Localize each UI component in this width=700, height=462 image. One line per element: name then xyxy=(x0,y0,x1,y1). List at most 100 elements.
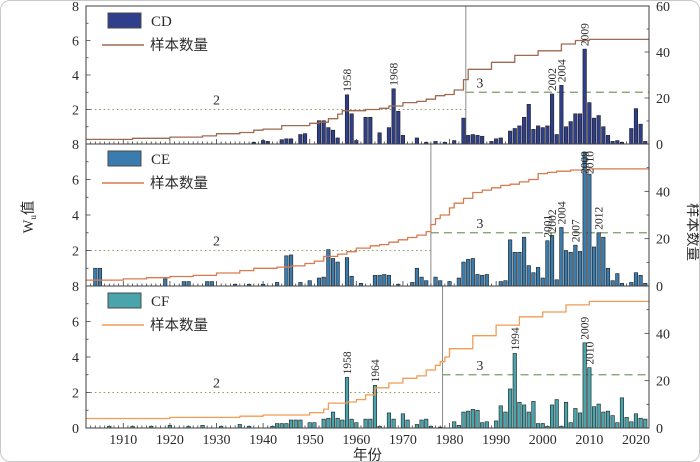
bar-CD-1996 xyxy=(522,116,527,145)
bar-CE-1946 xyxy=(289,254,294,287)
bar-CE-1950 xyxy=(307,280,312,287)
bar-CD-2007 xyxy=(573,113,578,145)
bar-CD-1990 xyxy=(494,138,499,145)
bar-CE-1980 xyxy=(447,281,452,287)
x-tick-label: 2020 xyxy=(622,433,650,448)
bar-CE-1994 xyxy=(512,251,517,287)
annotation-CD-1968: 1968 xyxy=(389,63,401,86)
bar-CD-2019 xyxy=(629,128,634,145)
legend-label-samples: 样本数量 xyxy=(150,317,208,334)
bar-CE-1972 xyxy=(410,282,415,287)
legend-swatch-CF xyxy=(107,292,142,309)
bar-CD-1940 xyxy=(261,140,266,145)
bar-CD-1998 xyxy=(531,129,536,145)
y-right-tick-label: 0 xyxy=(656,138,663,153)
bar-CF-1947 xyxy=(293,419,298,429)
bar-CF-1971 xyxy=(405,419,410,429)
bar-CD-1987 xyxy=(480,135,485,145)
bar-CF-2021 xyxy=(638,417,643,429)
legend-swatch-CD xyxy=(107,12,142,29)
bar-CD-1997 xyxy=(526,104,531,145)
bar-CE-1964 xyxy=(372,275,378,287)
bar-CF-2003 xyxy=(554,399,559,429)
bar-CF-2010 xyxy=(587,367,592,429)
x-tick-label: 1970 xyxy=(389,433,417,448)
bar-CD-2005 xyxy=(563,126,569,145)
bar-CE-1995 xyxy=(517,251,522,287)
bar-CE-2007 xyxy=(573,244,578,287)
bar-CF-1994 xyxy=(512,353,517,429)
y-right-tick-label: 60 xyxy=(656,1,670,15)
samples-line-CF xyxy=(86,300,649,420)
bar-CE-1953 xyxy=(321,276,326,287)
bar-CF-1990 xyxy=(494,420,499,429)
legend-label-samples: 样本数量 xyxy=(150,175,208,192)
bar-CE-1986 xyxy=(475,274,480,287)
bar-CE-1928 xyxy=(205,281,210,287)
bar-CF-1981 xyxy=(452,421,457,429)
bar-CD-2013 xyxy=(601,126,606,145)
bar-CF-1992 xyxy=(503,411,508,429)
samples-line-CE xyxy=(86,168,649,281)
annotation-CF-1958: 1958 xyxy=(342,351,354,374)
bar-CE-2020 xyxy=(633,272,639,287)
bar-CE-2003 xyxy=(554,279,559,287)
bar-CD-1984 xyxy=(466,135,471,145)
bar-CE-1958 xyxy=(344,257,350,287)
bar-CE-2016 xyxy=(615,273,620,287)
bar-CF-1959 xyxy=(349,418,354,429)
bar-CE-2014 xyxy=(605,267,611,287)
bar-CE-2005 xyxy=(563,250,569,287)
bar-CE-1985 xyxy=(470,258,475,287)
bar-CD-2021 xyxy=(638,123,643,145)
bar-CF-1996 xyxy=(522,404,527,429)
bar-CE-1919 xyxy=(163,278,168,287)
bar-CD-1953 xyxy=(321,120,326,145)
bar-CF-1957 xyxy=(340,419,345,429)
bar-CF-2018 xyxy=(624,417,629,429)
annotation-CE-2009: 2009 xyxy=(580,151,592,174)
bar-CE-1974 xyxy=(419,276,424,287)
bar-CE-1982 xyxy=(456,277,461,287)
bar-CE-1904 xyxy=(93,267,98,287)
bar-CE-1956 xyxy=(335,261,340,287)
bar-CD-1969 xyxy=(396,110,401,145)
y-left-tick-label: 8 xyxy=(72,1,79,15)
bar-CF-2012 xyxy=(596,403,601,429)
bar-CF-1944 xyxy=(279,423,284,429)
y-left-tick-label: 2 xyxy=(72,387,79,402)
bar-CD-2006 xyxy=(568,121,573,145)
threshold-after-label: 3 xyxy=(476,359,483,374)
y-right-tick-label: 40 xyxy=(656,327,670,342)
bar-CE-1988 xyxy=(484,274,489,287)
bar-CE-2000 xyxy=(540,277,545,287)
bar-CE-1996 xyxy=(522,236,527,287)
bar-CE-1978 xyxy=(438,280,443,287)
bar-CD-1993 xyxy=(508,130,513,145)
bar-CF-1963 xyxy=(368,418,373,429)
bar-CD-1956 xyxy=(335,137,340,145)
bar-CF-2020 xyxy=(633,413,639,429)
annotation-CE-2007: 2007 xyxy=(570,219,582,242)
bar-CF-1984 xyxy=(466,410,471,429)
bar-CE-2011 xyxy=(591,246,597,287)
bar-CF-2002 xyxy=(550,404,555,429)
bar-CF-1955 xyxy=(330,411,336,429)
bar-CD-2012 xyxy=(596,115,601,145)
bar-CE-2015 xyxy=(610,280,615,287)
bar-CE-1905 xyxy=(97,267,103,287)
bar-CE-1948 xyxy=(298,282,303,287)
bar-CF-1975 xyxy=(424,418,429,429)
bar-CE-1967 xyxy=(386,275,391,287)
bar-CF-1951 xyxy=(312,422,317,429)
bar-CE-1975 xyxy=(424,280,429,287)
annotation-CE-2002: 2002 xyxy=(547,209,559,232)
bar-CF-2011 xyxy=(591,406,597,429)
annotation-CD-2002: 2002 xyxy=(547,68,559,91)
bar-CF-2022 xyxy=(643,418,648,429)
x-tick-label: 1940 xyxy=(249,433,277,448)
bar-CD-1949 xyxy=(302,133,308,145)
annotation-CF-1964: 1964 xyxy=(370,359,382,382)
